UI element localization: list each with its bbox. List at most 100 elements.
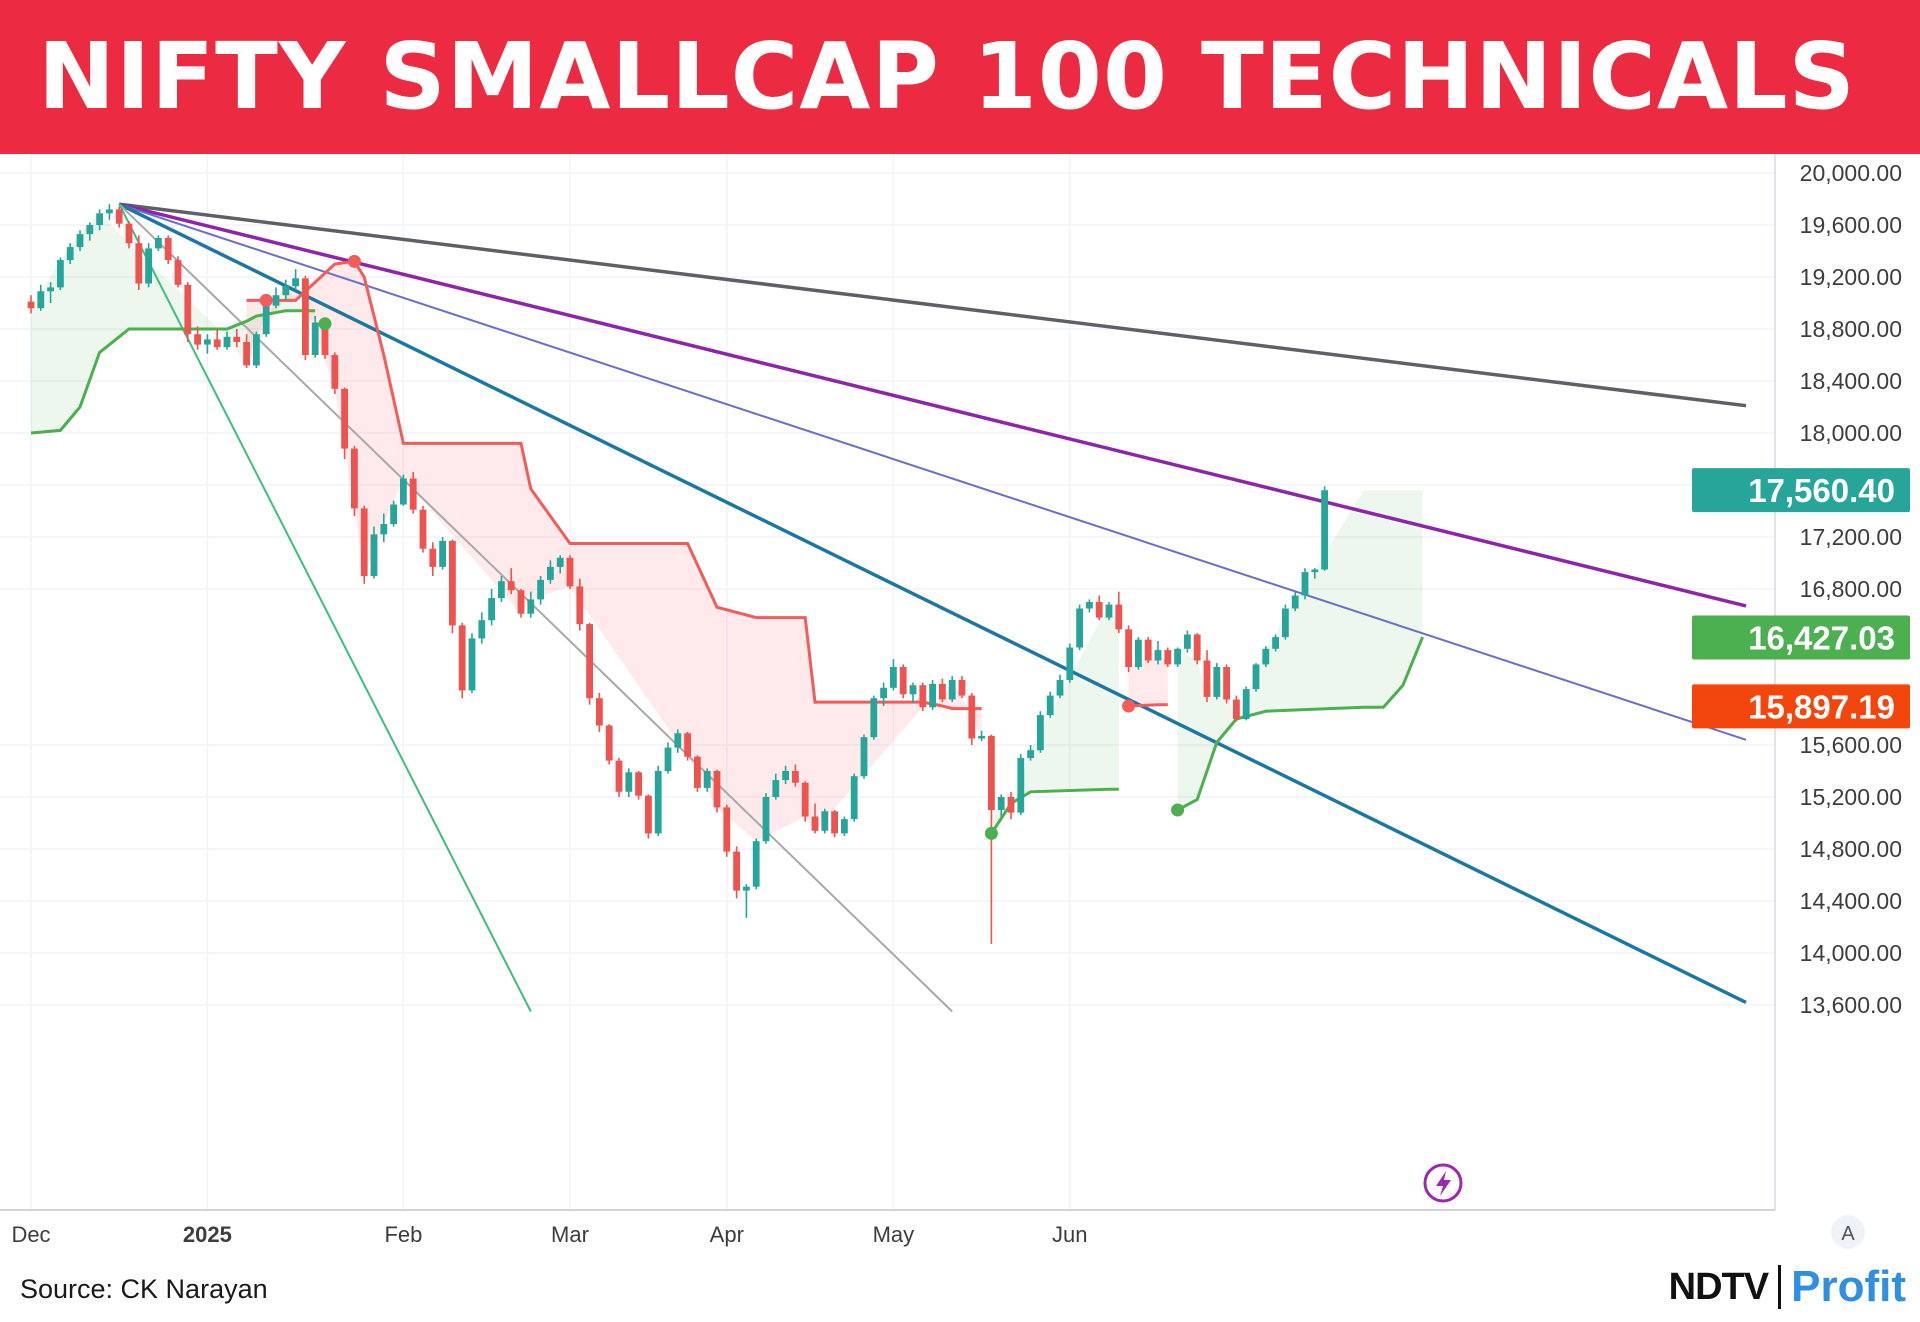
title-banner: NIFTY SMALLCAP 100 TECHNICALS xyxy=(0,0,1920,154)
y-tick-label: 15,200.00 xyxy=(1800,784,1902,810)
x-tick-label: Apr xyxy=(710,1222,744,1247)
gann-fan xyxy=(118,202,1747,1013)
candle xyxy=(654,765,662,836)
candle-body xyxy=(498,581,505,599)
candle xyxy=(752,838,760,890)
candle-body xyxy=(360,508,368,576)
source-caption: Source: CK Narayan xyxy=(20,1274,268,1304)
brand-ndtv: NDTV xyxy=(1668,1265,1769,1308)
candle-body xyxy=(302,278,309,355)
supertrend-fill-up xyxy=(31,213,316,433)
candle-body xyxy=(792,771,799,783)
x-tick-label: Dec xyxy=(11,1222,50,1247)
candle xyxy=(684,732,691,761)
candle xyxy=(547,560,554,584)
candle xyxy=(213,329,221,350)
candle xyxy=(478,612,486,644)
candle xyxy=(1007,791,1015,820)
candle xyxy=(978,730,985,742)
signal-dot-up xyxy=(1171,803,1185,817)
candle xyxy=(733,846,740,899)
candle xyxy=(341,387,348,459)
candle xyxy=(223,331,231,350)
candle-body xyxy=(850,776,858,820)
brand-divider xyxy=(1778,1265,1782,1309)
candle-body xyxy=(674,733,682,748)
candle xyxy=(125,221,133,249)
candle-body xyxy=(1066,647,1074,680)
candle xyxy=(155,235,162,251)
candle xyxy=(1086,599,1093,613)
candle-body xyxy=(1184,634,1191,649)
signal-dot-down xyxy=(1122,699,1136,713)
auto-scale-label: A xyxy=(1841,1223,1855,1245)
candle xyxy=(86,222,94,241)
purple-fan-line xyxy=(118,202,1747,608)
candle-body xyxy=(351,448,358,509)
candle-body xyxy=(566,557,574,587)
candle xyxy=(1144,637,1152,664)
candle-body xyxy=(1203,660,1211,697)
candle xyxy=(674,729,682,753)
candle xyxy=(1223,664,1230,704)
candle xyxy=(1076,604,1083,651)
brand-profit: Profit xyxy=(1791,1262,1906,1311)
candle-body xyxy=(586,624,593,699)
candle xyxy=(1066,643,1074,683)
candle-body xyxy=(1105,604,1113,618)
candle-body xyxy=(831,811,838,834)
candle xyxy=(841,816,848,836)
candle xyxy=(1311,568,1319,579)
candle-body xyxy=(429,548,437,567)
candle-body xyxy=(772,780,780,797)
candle xyxy=(743,884,750,918)
candle-body xyxy=(1144,639,1152,661)
price-tag-value: 16,427.03 xyxy=(1748,619,1895,656)
candle-body xyxy=(1135,639,1142,667)
price-tag: 16,427.03 xyxy=(1692,615,1910,660)
candle-body xyxy=(1174,648,1181,665)
blue-fan-line xyxy=(118,202,1747,1004)
x-tick-label: Feb xyxy=(384,1222,422,1247)
candle xyxy=(1164,647,1172,667)
candle-body xyxy=(478,620,486,639)
candle-body xyxy=(899,667,907,695)
candle xyxy=(1282,604,1289,640)
candle-body xyxy=(811,816,819,831)
candle xyxy=(968,693,976,745)
signal-dot-down xyxy=(347,254,361,268)
candle xyxy=(1184,630,1191,653)
candle xyxy=(1213,663,1221,700)
candle-body xyxy=(27,301,35,309)
candle xyxy=(204,334,211,354)
candle xyxy=(566,555,574,589)
brand-logo: NDTV Profit xyxy=(1669,1262,1906,1312)
candle xyxy=(939,678,946,703)
chart-title: NIFTY SMALLCAP 100 TECHNICALS xyxy=(38,23,1856,130)
candle xyxy=(586,622,593,705)
candle-body xyxy=(860,737,868,777)
candle-body xyxy=(929,683,936,708)
signal-dot-up xyxy=(318,317,332,331)
candle xyxy=(1017,754,1025,816)
y-tick-label: 17,200.00 xyxy=(1800,524,1902,550)
candle xyxy=(1105,602,1113,621)
candle xyxy=(468,633,476,693)
y-tick-label: 16,800.00 xyxy=(1800,576,1902,602)
candle-body xyxy=(703,771,711,788)
auto-scale-button[interactable]: A xyxy=(1831,1215,1865,1249)
candle-body xyxy=(997,797,1005,810)
candle xyxy=(1037,711,1044,753)
x-axis-ticks: Dec 2025 Feb Mar Apr May Jun xyxy=(11,1222,1087,1247)
candle-body xyxy=(243,342,250,366)
y-tick-label: 14,800.00 xyxy=(1800,836,1902,862)
candle-body xyxy=(762,797,770,842)
lightning-icon[interactable] xyxy=(1423,1163,1463,1203)
y-tick-label: 18,400.00 xyxy=(1800,368,1902,394)
candle xyxy=(458,622,466,699)
candle-body xyxy=(272,295,280,306)
price-chart[interactable]: 20,000.00 19,600.00 19,200.00 18,800.00 18,4… xyxy=(0,154,1920,1264)
candle-body xyxy=(66,247,74,261)
candle-body xyxy=(37,291,45,309)
plot-area[interactable] xyxy=(0,154,1775,1210)
